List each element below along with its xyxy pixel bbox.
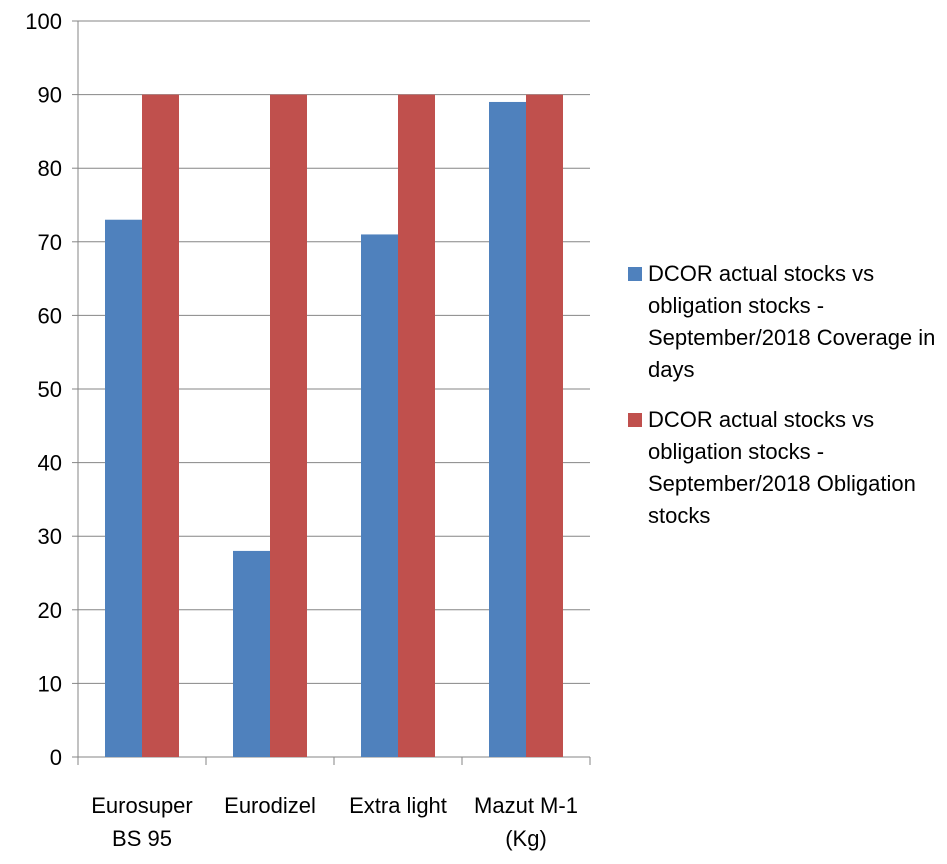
- y-tick-label-40: 40: [38, 451, 62, 476]
- bar-obligation-3: [526, 94, 563, 758]
- bar-obligation-2: [398, 94, 435, 758]
- bar-obligation-0: [142, 94, 179, 758]
- legend-item-coverage: DCOR actual stocks vs obligation stocks …: [628, 258, 940, 386]
- y-tick-label-90: 90: [38, 83, 62, 108]
- category-label-2-0: Extra light: [349, 793, 447, 818]
- y-tick-label-20: 20: [38, 598, 62, 623]
- y-tick-label-50: 50: [38, 377, 62, 402]
- legend-item-obligation: DCOR actual stocks vs obligation stocks …: [628, 404, 940, 532]
- bar-coverage-0: [105, 219, 142, 758]
- y-tick-label-10: 10: [38, 671, 62, 696]
- legend-label-obligation: DCOR actual stocks vs obligation stocks …: [648, 407, 916, 528]
- category-label-0-0: Eurosuper: [91, 793, 193, 818]
- y-tick-label-30: 30: [38, 524, 62, 549]
- y-tick-label-80: 80: [38, 156, 62, 181]
- legend-swatch-coverage: [628, 267, 642, 281]
- y-tick-label-70: 70: [38, 230, 62, 255]
- bar-coverage-3: [489, 101, 526, 757]
- category-label-0-1: BS 95: [112, 826, 172, 851]
- y-tick-label-0: 0: [50, 745, 62, 770]
- bar-obligation-1: [270, 94, 307, 758]
- category-label-3-1: (Kg): [505, 826, 547, 851]
- y-tick-label-60: 60: [38, 303, 62, 328]
- y-tick-label-100: 100: [25, 9, 62, 34]
- category-label-1-0: Eurodizel: [224, 793, 316, 818]
- category-label-3-0: Mazut M-1: [474, 793, 578, 818]
- legend-label-coverage: DCOR actual stocks vs obligation stocks …: [648, 261, 936, 382]
- bar-coverage-1: [233, 550, 270, 757]
- bar-coverage-2: [361, 234, 398, 757]
- legend: DCOR actual stocks vs obligation stocks …: [628, 258, 940, 550]
- legend-swatch-obligation: [628, 413, 642, 427]
